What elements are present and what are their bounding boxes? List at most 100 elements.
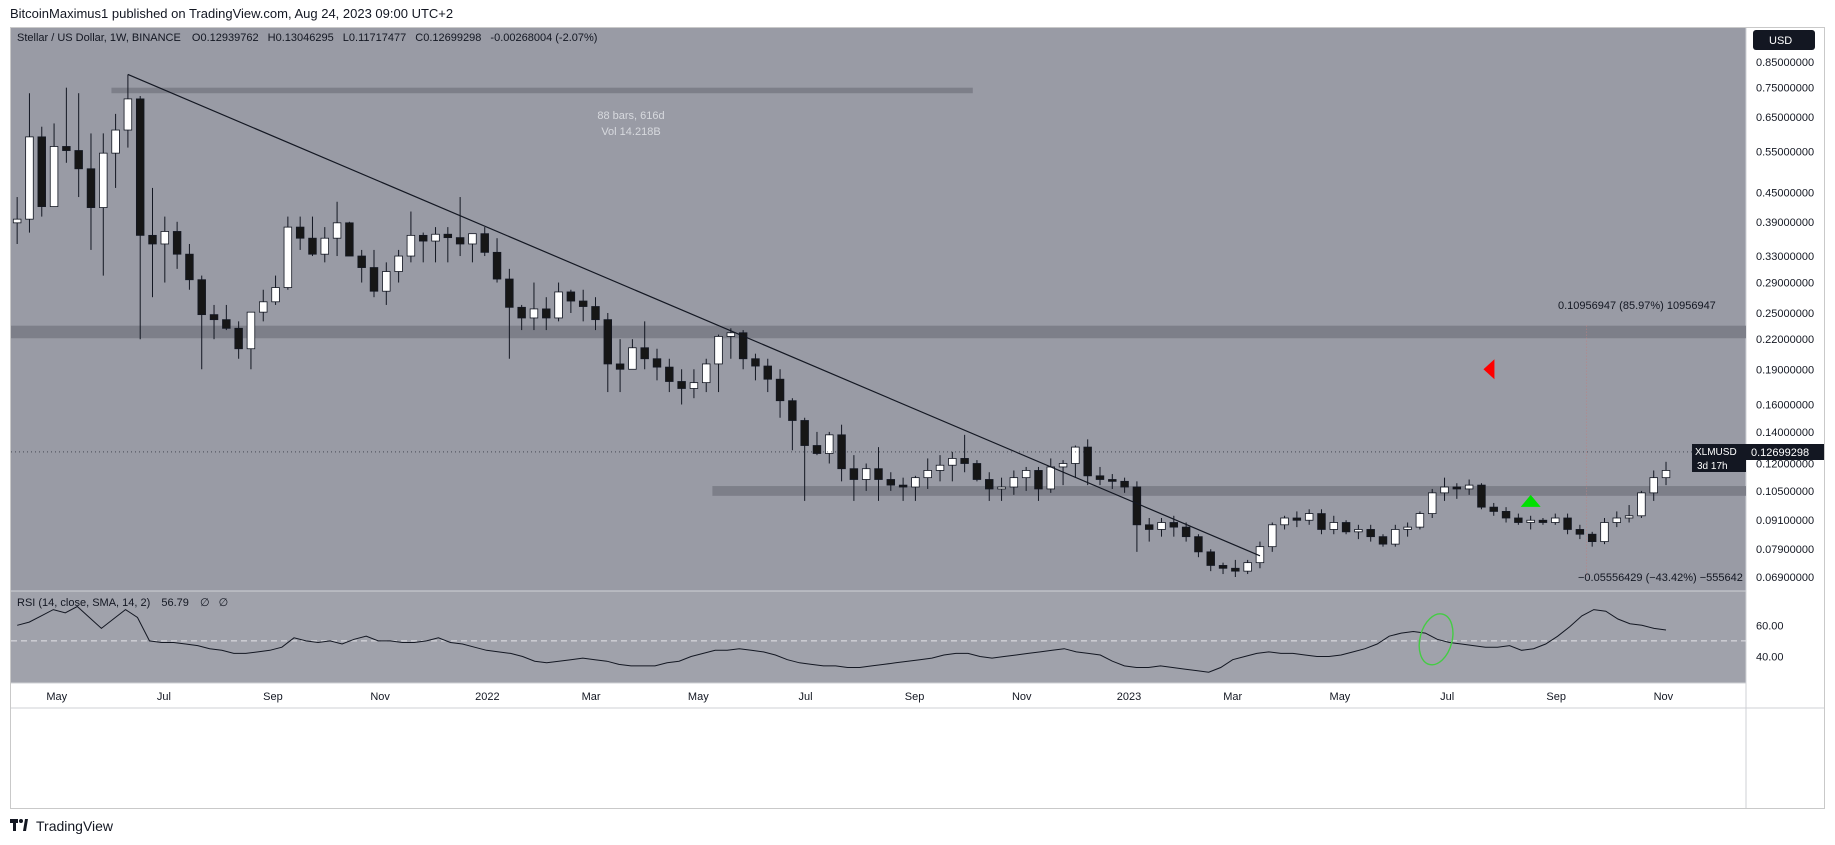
resistance-zone bbox=[11, 325, 1746, 339]
range-bars-label: 88 bars, 616d bbox=[597, 110, 664, 122]
countdown-tag: 3d 17h bbox=[1697, 461, 1728, 472]
bull-candle bbox=[1403, 526, 1412, 530]
close-label: C bbox=[415, 32, 423, 44]
rsi-layer bbox=[11, 605, 1746, 673]
bear-candle bbox=[1317, 513, 1326, 530]
bull-candle bbox=[394, 255, 403, 272]
bear-candle bbox=[812, 445, 822, 454]
bear-candle bbox=[492, 251, 502, 280]
bull-candle bbox=[861, 468, 871, 480]
bear-candle bbox=[172, 231, 182, 255]
bull-candle bbox=[1329, 522, 1338, 530]
price-tick-label: 0.29000000 bbox=[1756, 278, 1814, 290]
tradingview-footer: TradingView bbox=[10, 818, 113, 834]
price-tick-label: 0.14000000 bbox=[1756, 427, 1814, 439]
tradingview-brand: TradingView bbox=[36, 818, 114, 834]
bull-candle bbox=[1464, 484, 1474, 490]
plot-background bbox=[11, 28, 1746, 591]
bear-candle bbox=[1095, 475, 1105, 480]
last-price-tag-bg bbox=[1746, 444, 1824, 460]
rsi-value: 56.79 bbox=[161, 597, 189, 609]
countdown-tag-bg bbox=[1692, 458, 1746, 472]
bear-candle bbox=[1366, 529, 1375, 538]
bear-candle bbox=[1181, 526, 1191, 538]
time-tick-label: Sep bbox=[263, 691, 283, 703]
bear-candle bbox=[985, 479, 994, 490]
bull-candle bbox=[431, 233, 440, 242]
price-tick-label: 0.12000000 bbox=[1756, 459, 1814, 471]
bear-candle bbox=[1120, 480, 1129, 488]
bear-candle bbox=[480, 233, 489, 253]
bull-candle bbox=[246, 311, 256, 350]
bear-candle bbox=[517, 306, 526, 319]
sell-arrow-icon bbox=[1483, 359, 1495, 380]
bear-candle bbox=[222, 319, 231, 329]
bull-candle bbox=[1058, 463, 1068, 468]
currency-button-bg[interactable] bbox=[1753, 30, 1815, 50]
bear-candle bbox=[1514, 517, 1523, 523]
candles-layer bbox=[12, 74, 1671, 577]
bear-candle bbox=[849, 468, 859, 480]
bull-candle bbox=[825, 434, 834, 454]
price-tick-label: 0.16000000 bbox=[1756, 400, 1814, 412]
currency-button-label[interactable]: USD bbox=[1769, 35, 1792, 47]
price-axis[interactable]: 0.85000000 0.75000000 0.65000000 0.55000000… bbox=[1756, 57, 1814, 664]
bear-candle bbox=[1144, 524, 1154, 530]
low-label: L bbox=[343, 32, 349, 44]
time-tick-label: May bbox=[46, 691, 67, 703]
bear-candle bbox=[738, 332, 748, 360]
bull-candle bbox=[935, 464, 945, 471]
bear-candle bbox=[837, 434, 846, 470]
bear-candle bbox=[1501, 511, 1511, 519]
bear-candle bbox=[1169, 522, 1179, 528]
bull-candle bbox=[1612, 517, 1622, 523]
symbol-tag-label: XLMUSD bbox=[1695, 447, 1737, 458]
change-value: -0.00268004 (-2.07%) bbox=[490, 32, 597, 44]
bear-candle bbox=[665, 366, 674, 382]
time-tick-label: 2023 bbox=[1117, 691, 1141, 703]
bear-candle bbox=[886, 479, 896, 486]
bear-candle bbox=[357, 255, 366, 268]
price-tick-label: 0.25000000 bbox=[1756, 308, 1814, 320]
price-tick-label: 0.33000000 bbox=[1756, 251, 1814, 263]
bear-candle bbox=[1489, 506, 1498, 512]
bull-candle bbox=[628, 347, 637, 370]
bull-candle bbox=[1428, 492, 1437, 514]
open-label: O bbox=[192, 32, 201, 44]
chart-svg[interactable]: 0.85000000 0.75000000 0.65000000 0.55000000… bbox=[11, 28, 1824, 808]
bear-candle bbox=[148, 234, 157, 245]
bear-candle bbox=[591, 306, 600, 321]
bull-candle bbox=[554, 291, 563, 319]
currency-button[interactable]: USD bbox=[1753, 30, 1815, 50]
bull-candle bbox=[49, 146, 59, 207]
time-tick-label: Mar bbox=[1223, 691, 1242, 703]
bull-candle bbox=[726, 332, 736, 337]
chart-panel[interactable]: 0.85000000 0.75000000 0.65000000 0.55000000… bbox=[10, 27, 1825, 809]
bear-candle bbox=[1587, 533, 1597, 542]
bull-candle bbox=[111, 129, 120, 154]
high-value: 0.13046295 bbox=[276, 32, 334, 44]
bull-candle bbox=[406, 234, 416, 257]
bull-candle bbox=[1526, 519, 1535, 523]
symbol-name: Stellar / US Dollar, 1W, BINANCE bbox=[17, 32, 181, 44]
bull-candle bbox=[1551, 517, 1560, 523]
time-tick-label: May bbox=[688, 691, 709, 703]
time-tick-label: Nov bbox=[1654, 691, 1674, 703]
bull-candle bbox=[12, 218, 22, 224]
top-range-zone bbox=[111, 87, 973, 94]
time-tick-label: 2022 bbox=[475, 691, 499, 703]
high-label: H bbox=[268, 32, 276, 44]
bear-candle bbox=[1194, 536, 1203, 553]
bear-candle bbox=[443, 233, 453, 239]
bear-candle bbox=[640, 347, 649, 360]
time-tick-label: May bbox=[1330, 691, 1351, 703]
time-axis[interactable]: May Jul Sep Nov 2022 Mar May Jul Sep Nov 2023 Mar Ma… bbox=[46, 691, 1673, 703]
price-tick-label: 0.07900000 bbox=[1756, 544, 1814, 556]
buy-arrow-icon bbox=[1520, 494, 1541, 507]
bull-candle bbox=[1637, 492, 1646, 517]
bull-candle bbox=[1600, 522, 1609, 542]
bear-candle bbox=[1538, 519, 1548, 523]
bull-candle bbox=[923, 470, 932, 479]
rsi-empty-2: ∅ bbox=[219, 597, 229, 609]
bull-candle bbox=[714, 336, 723, 365]
